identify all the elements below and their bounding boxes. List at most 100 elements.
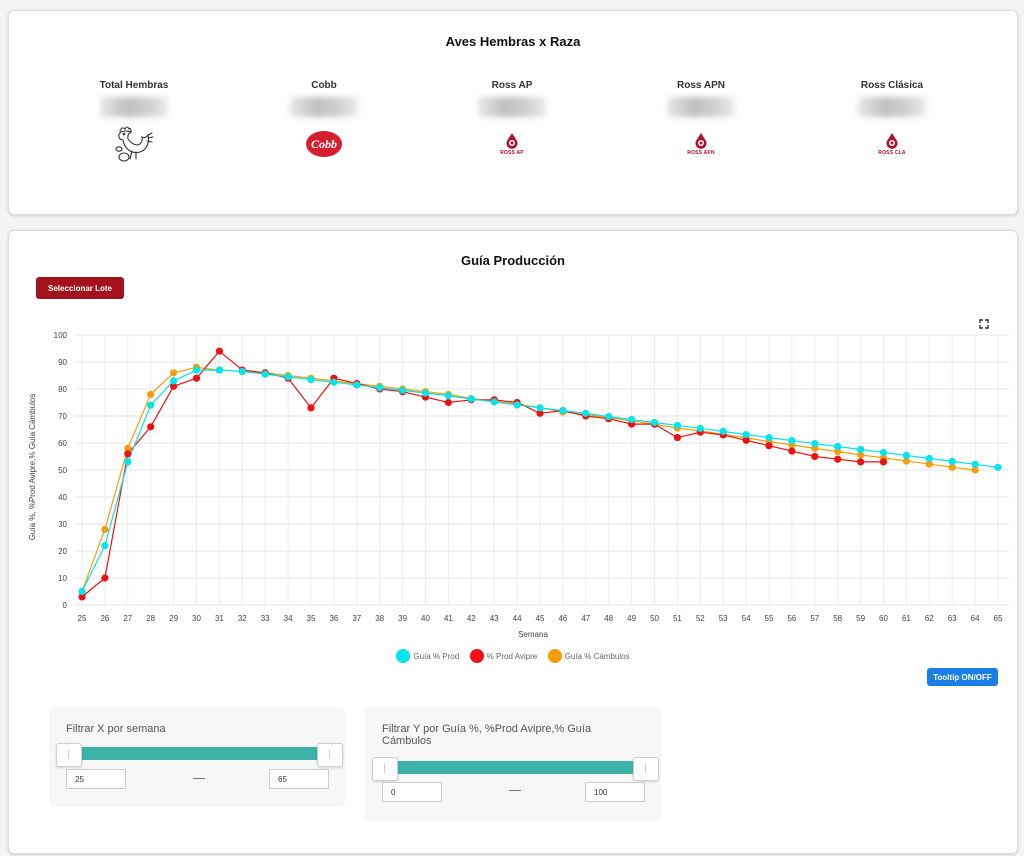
x-tick-label: 33 [261, 614, 270, 623]
summary-card: Aves Hembras x Raza Total Hembras Cobb [8, 10, 1018, 215]
data-point [376, 384, 384, 392]
breed-ross-clasica: Ross Clásica ROSS CLA [817, 80, 967, 161]
x-tick-label: 51 [673, 614, 682, 623]
legend-item-cambulos[interactable]: Guía % Cámbulos [547, 649, 630, 663]
data-point [536, 404, 544, 412]
x-tick-label: 30 [192, 614, 201, 623]
breed-value-blurred [290, 97, 358, 117]
chart-grid [75, 334, 1009, 606]
x-filter-max-handle[interactable] [317, 743, 343, 767]
breed-value-blurred [858, 97, 926, 117]
y-tick-label: 70 [58, 412, 67, 421]
breed-cobb: Cobb Cobb [249, 80, 399, 161]
ross-drop-icon [886, 133, 898, 149]
x-filter-min-input[interactable]: 25 [66, 769, 126, 789]
series-line [81, 350, 884, 598]
data-point [170, 377, 178, 385]
data-point [353, 381, 361, 389]
ross-apn-logo: ROSS APN [687, 150, 715, 156]
data-point [215, 347, 223, 355]
data-point [284, 373, 292, 381]
legend-item-avipre[interactable]: % Prod Avipre [469, 649, 538, 663]
data-point [650, 418, 659, 427]
x-tick-label: 49 [627, 614, 636, 623]
x-tick-label: 56 [787, 614, 796, 623]
y-filter-min-handle[interactable] [372, 757, 398, 781]
select-lot-button[interactable]: Seleccionar Lote [36, 277, 124, 299]
y-tick-label: 0 [63, 601, 68, 610]
data-point [673, 434, 682, 442]
x-tick-label: 29 [169, 614, 178, 623]
data-point [170, 369, 178, 377]
ross-drop-icon [695, 133, 707, 149]
y-filter-panel: Filtrar Y por Guía %, %Prod Avipre,% Guí… [365, 707, 661, 821]
x-tick-label: 62 [925, 614, 934, 623]
x-tick-label: 28 [146, 614, 155, 623]
production-title: Guía Producción [460, 253, 565, 268]
y-filter-track[interactable] [383, 761, 645, 774]
chart-legend: Guía % Prod % Prod Avipre Guía % Cámbulo… [9, 649, 1017, 668]
x-tick-label: 57 [810, 614, 819, 623]
data-point [215, 366, 223, 374]
y-filter-max-handle[interactable] [633, 757, 659, 781]
cobb-logo: Cobb [306, 131, 342, 157]
x-filter-max-input[interactable]: 65 [269, 769, 329, 789]
legend-item-guia[interactable]: Guía % Prod [396, 649, 459, 663]
x-filter-panel: Filtrar X por semana 25 65 [49, 707, 345, 807]
y-filter-min-input[interactable]: 0 [382, 782, 442, 802]
hen-icon [115, 126, 154, 162]
data-point [696, 424, 704, 433]
x-tick-label: 65 [994, 614, 1003, 623]
data-point [124, 458, 132, 466]
breed-label: Total Hembras [99, 80, 169, 91]
data-point [490, 398, 498, 406]
data-point [399, 386, 407, 394]
summary-title: Aves Hembras x Raza [445, 34, 581, 49]
fullscreen-icon[interactable] [977, 317, 991, 331]
data-point [925, 460, 933, 468]
x-filter-track[interactable] [67, 747, 329, 760]
legend-label: % Prod Avipre [486, 651, 538, 661]
x-tick-label: 50 [650, 614, 659, 623]
x-axis-ticks: 25 26 27 28 29 30 31 32 33 34 35 36 37 38 39 40 41 42 43 44… [78, 614, 1003, 623]
tooltip-toggle-button[interactable]: Tooltip ON/OFF [927, 668, 998, 686]
x-tick-label: 25 [78, 614, 87, 623]
data-point [834, 442, 842, 451]
x-tick-label: 27 [123, 614, 132, 623]
data-point [948, 457, 956, 465]
y-filter-label: Filtrar Y por Guía %, %Prod Avipre,% Guí… [382, 723, 592, 747]
data-point [811, 452, 819, 461]
y-axis-ticks: 0 10 20 30 40 50 60 70 80 90 100 [54, 331, 68, 610]
data-point [124, 450, 132, 458]
data-point [582, 409, 590, 417]
x-tick-label: 58 [833, 614, 842, 623]
data-point [879, 448, 888, 457]
x-tick-label: 46 [558, 614, 567, 623]
ross-drop-icon [506, 133, 518, 149]
data-point [559, 407, 567, 415]
data-point [261, 370, 269, 378]
range-dash [509, 790, 521, 791]
x-tick-label: 37 [352, 614, 361, 623]
data-point [78, 587, 86, 596]
ross-cla-logo: ROSS CLA [878, 150, 906, 156]
data-point [444, 392, 452, 400]
data-point [673, 421, 682, 430]
data-point [147, 423, 155, 431]
data-point [101, 542, 109, 550]
series-line [81, 366, 976, 592]
legend-dot [547, 649, 562, 663]
x-filter-min-handle[interactable] [56, 743, 82, 767]
x-tick-label: 64 [971, 614, 980, 623]
breed-total-hembras: Total Hembras [59, 80, 209, 162]
data-point [971, 466, 979, 474]
y-filter-max-input[interactable]: 100 [585, 782, 645, 802]
data-point [421, 389, 430, 397]
data-point [513, 401, 521, 409]
data-point [101, 574, 109, 582]
data-point [902, 457, 911, 465]
data-point [879, 458, 888, 466]
breed-ross-apn: Ross APN ROSS APN [626, 80, 776, 161]
y-tick-label: 20 [58, 547, 67, 556]
breed-label: Cobb [311, 80, 337, 91]
